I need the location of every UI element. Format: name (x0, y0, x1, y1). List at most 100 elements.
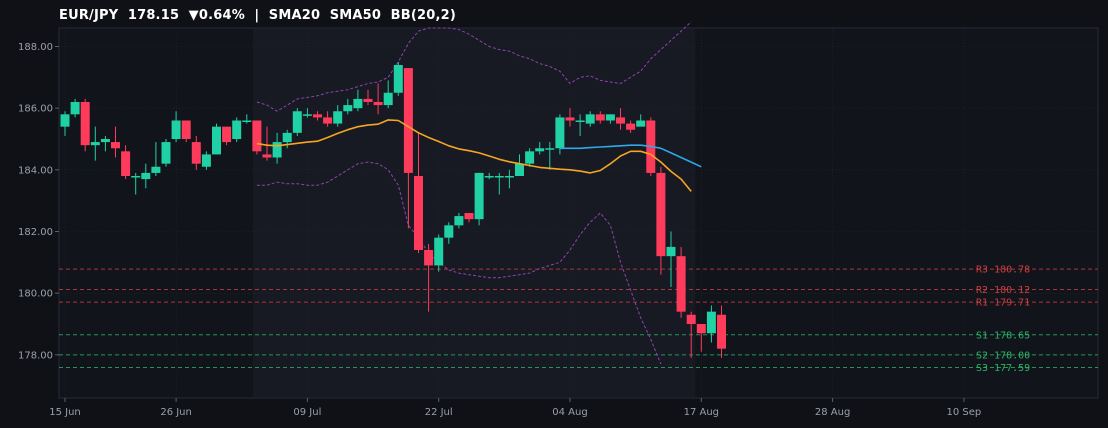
level-label-s1: S1 178.65 (976, 330, 1030, 341)
x-tick-label: 17 Aug (684, 407, 719, 418)
candle-body (555, 117, 565, 149)
x-tick-label: 28 Aug (815, 407, 850, 418)
candle-up (605, 114, 615, 124)
y-tick-label: 180.00 (18, 289, 53, 300)
candle-body (575, 120, 585, 122)
candle-body (333, 111, 343, 124)
candle-body (424, 250, 434, 266)
candle-body (131, 176, 141, 178)
sma20-line (256, 119, 692, 192)
x-axis: 15 Jun 26 Jun 09 Jul 22 Jul 04 Aug 17 Aug 28 A… (49, 398, 981, 418)
level-label-r3: R3 180.78 (976, 265, 1030, 276)
x-tick-label: 09 Jul (293, 407, 321, 418)
candle-up (434, 234, 444, 272)
candle-down (313, 111, 322, 121)
pivot-levels: R3 180.78 R2 180.12 R1 179.71 S1 178.65 S2 1… (59, 265, 1098, 374)
candle-body (535, 148, 545, 152)
candle-body (696, 324, 706, 334)
candle-body (70, 102, 80, 115)
candle-body (272, 142, 282, 158)
candle-body (343, 105, 353, 112)
candle-body (161, 142, 171, 164)
candle-down (252, 120, 262, 155)
candle-up (474, 172, 484, 226)
candle-down (626, 120, 636, 133)
candle-down (111, 126, 120, 158)
candle-down (373, 83, 383, 115)
candle-down (191, 135, 201, 170)
candle-up (343, 98, 353, 115)
candle-body (151, 166, 161, 173)
candle-up (242, 114, 252, 124)
candle-up (666, 231, 676, 287)
candle-body (262, 154, 272, 158)
candle-body (403, 68, 413, 173)
candle-body (636, 120, 646, 127)
candle-up (353, 89, 363, 112)
candle-body (545, 148, 555, 150)
candle-body (565, 117, 575, 121)
candle-down (565, 108, 575, 127)
candle-down (696, 324, 706, 352)
level-label-r1: R1 179.71 (976, 298, 1030, 309)
candle-up (201, 151, 211, 170)
candle-body (414, 176, 423, 250)
candle-up (484, 172, 494, 180)
candle-up (575, 114, 585, 136)
candle-body (353, 98, 363, 109)
candle-down (222, 126, 232, 146)
y-tick-label: 178.00 (18, 350, 53, 361)
candle-body (60, 114, 70, 127)
candle-up (212, 123, 221, 155)
candle-down (616, 108, 625, 130)
candle-body (494, 176, 504, 178)
candle-body (504, 176, 514, 178)
candle-body (585, 114, 595, 124)
candle-body (302, 114, 312, 116)
candle-up (636, 114, 646, 127)
candle-down (424, 243, 434, 312)
bollinger-shade (252, 29, 696, 397)
candle-up (131, 172, 141, 195)
candle-body (201, 154, 211, 167)
candle-body (717, 314, 726, 349)
candle-up (272, 132, 282, 164)
candle-up (90, 126, 100, 161)
candle-body (90, 142, 100, 146)
candle-body (525, 151, 535, 164)
candle-body (100, 139, 110, 143)
candle-body (171, 120, 181, 139)
candle-body (222, 126, 232, 143)
level-label-s3: S3 177.59 (976, 363, 1030, 374)
candle-body (474, 172, 484, 220)
candle-body (313, 114, 322, 118)
candle-body (605, 114, 615, 121)
candle-down (717, 305, 726, 358)
candle-up (494, 172, 504, 195)
candle-body (252, 120, 262, 152)
y-tick-label: 182.00 (18, 227, 53, 238)
candle-down (686, 311, 696, 358)
candle-body (515, 163, 524, 176)
candle-body (616, 117, 625, 124)
candle-down (80, 98, 90, 152)
candle-body (706, 311, 716, 334)
candle-down (262, 126, 272, 161)
candle-body (666, 246, 676, 257)
candle-up (333, 105, 343, 127)
candle-body (323, 117, 333, 124)
y-tick-label: 184.00 (18, 165, 53, 176)
candle-up (525, 148, 535, 167)
x-tick-label: 26 Jun (160, 407, 192, 418)
candle-body (141, 172, 151, 180)
candle-body (111, 142, 120, 149)
candle-up (393, 61, 403, 96)
candle-body (484, 176, 494, 178)
candle-body (393, 65, 403, 93)
y-axis: 178.00 180.00 182.00 184.00 186.00 188.00 (18, 42, 59, 361)
candle-up (141, 163, 151, 189)
candle-up (302, 108, 312, 118)
y-tick-label: 186.00 (18, 104, 53, 115)
candle-up (706, 305, 716, 343)
